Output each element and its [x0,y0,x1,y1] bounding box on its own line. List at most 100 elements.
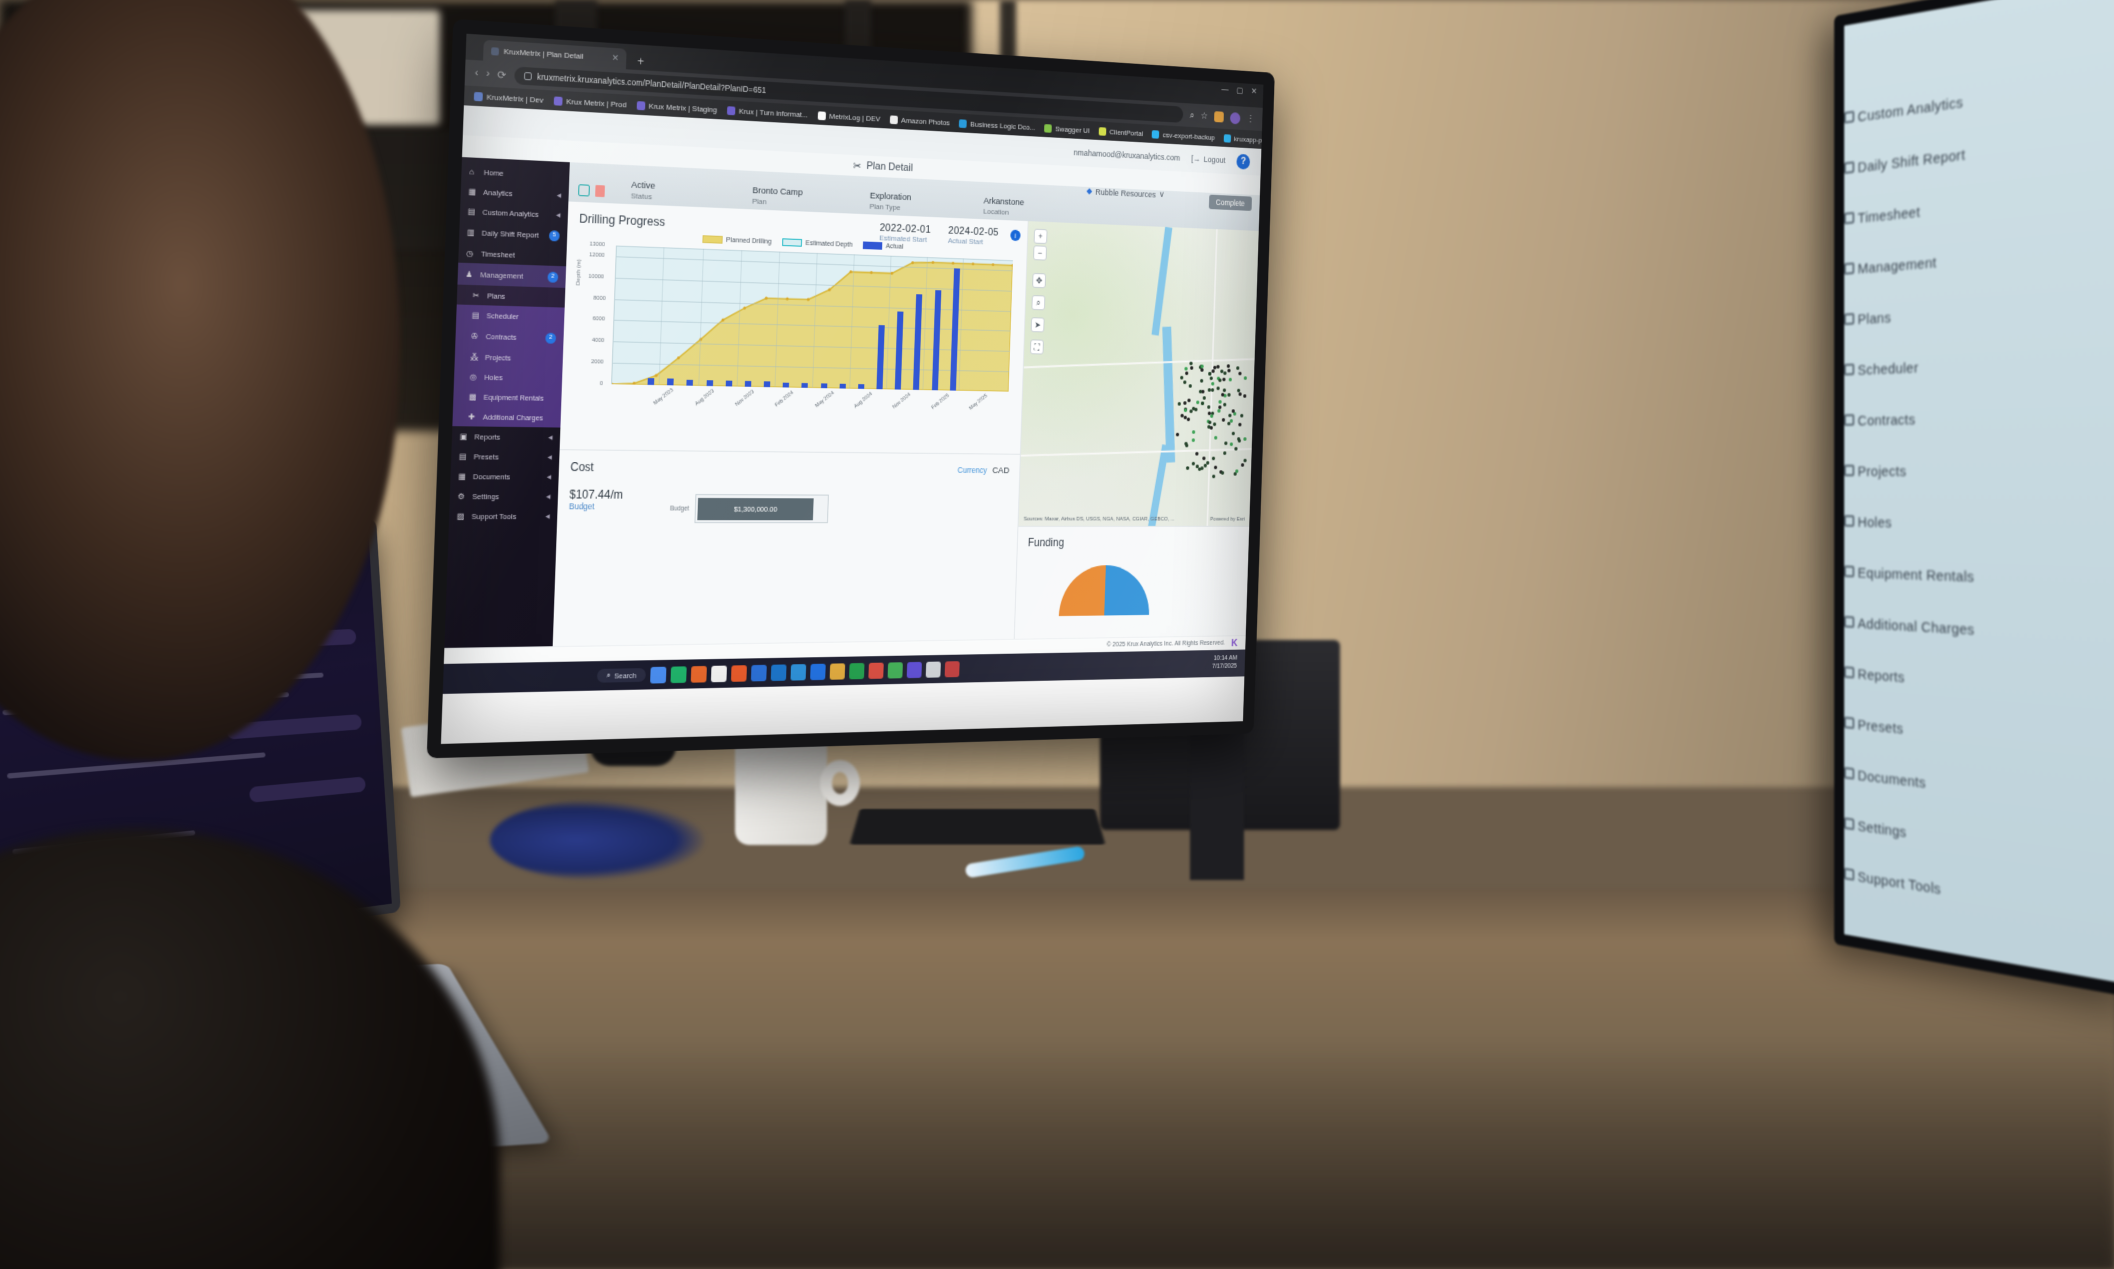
taskbar-app-icon[interactable] [790,663,807,681]
taskbar-app-icon[interactable] [710,665,727,682]
legend-item[interactable]: Estimated Depth [782,237,853,249]
map-hole-marker[interactable] [1222,402,1227,407]
bookmark-item[interactable]: ClientPortal [1098,126,1143,137]
window-maximize-icon[interactable]: ▢ [1236,85,1244,95]
map-hole-marker[interactable] [1208,371,1212,376]
map-hole-marker[interactable] [1207,420,1212,425]
bookmark-item[interactable]: KruxMetrix | Dev [473,91,544,104]
site-info-icon[interactable] [523,71,532,81]
map-hole-marker[interactable] [1211,456,1216,460]
map-hole-marker[interactable] [1221,417,1225,422]
map-hole-marker[interactable] [1183,408,1187,413]
map-hole-marker[interactable] [1241,462,1245,467]
map-zoom-out-icon[interactable]: − [1033,245,1047,261]
sidebar-item-holes[interactable]: ◎ Holes [454,366,563,388]
map-hole-marker[interactable] [1239,413,1244,418]
extension-icon[interactable] [1214,111,1224,123]
map-hole-marker[interactable] [1202,395,1206,400]
sidebar-item-additional-charges[interactable]: ✚ Additional Charges [452,406,561,427]
map-hole-marker[interactable] [1222,388,1226,393]
map-fullscreen-icon[interactable]: ⛶ [1029,339,1044,355]
map-hole-marker[interactable] [1209,414,1214,418]
taskbar-app-icon[interactable] [887,661,903,679]
map-hole-marker[interactable] [1193,407,1198,412]
sidebar-item-scheduler[interactable]: ▤ Scheduler [456,304,565,327]
sidebar-item-documents[interactable]: ▦ Documents ◀ [450,466,559,487]
map-hole-marker[interactable] [1206,404,1211,409]
tab-close-icon[interactable]: ✕ [611,52,620,63]
map-hole-marker[interactable] [1238,422,1242,427]
profile-avatar[interactable] [1229,111,1241,124]
reload-icon[interactable]: ⟳ [497,68,507,82]
map-hole-marker[interactable] [1175,432,1180,437]
sidebar-item-presets[interactable]: ▤ Presets ◀ [451,446,560,467]
map-hole-marker[interactable] [1220,369,1224,374]
taskbar-app-icon[interactable] [906,661,922,678]
map-hole-marker[interactable] [1202,456,1206,460]
taskbar-search[interactable]: ⌕ Search [596,668,646,683]
bookmark-item[interactable]: Swagger UI [1044,123,1090,134]
legend-item[interactable]: Planned Drilling [702,234,772,246]
taskbar-app-icon[interactable] [810,663,826,680]
map-hole-marker[interactable] [1227,368,1231,373]
map-search-icon[interactable]: ⌕ [1031,295,1046,311]
map-pan-icon[interactable]: ✥ [1032,272,1047,289]
bookmark-item[interactable]: kruxapp-prd-usw2-... [1223,133,1262,146]
window-minimize-icon[interactable]: — [1221,84,1229,95]
new-tab-button[interactable]: + [637,54,645,69]
map-hole-marker[interactable] [1224,441,1228,446]
map-hole-marker[interactable] [1203,463,1207,468]
back-icon[interactable]: ‹ [474,67,479,80]
bookmark-item[interactable]: Krux | Turn informat... [726,105,808,119]
sidebar-item-contracts[interactable]: ✇ Contracts 2 [455,324,564,348]
map-hole-marker[interactable] [1220,471,1224,475]
map-hole-marker[interactable] [1184,371,1188,376]
bookmark-star-icon[interactable]: ☆ [1200,110,1209,122]
taskbar-app-icon[interactable] [925,661,941,678]
map-hole-marker[interactable] [1236,365,1240,370]
bookmark-item[interactable]: Krux Metrix | Prod [553,95,627,109]
map-hole-marker[interactable] [1231,409,1235,413]
map-hole-marker[interactable] [1236,388,1241,393]
map-zoom-in-icon[interactable]: + [1033,228,1048,245]
bookmark-item[interactable]: csv-export-backup [1152,129,1215,141]
taskbar-app-icon[interactable] [829,662,846,680]
edit-icon[interactable] [578,184,590,197]
map-hole-marker[interactable] [1228,413,1232,418]
logout-button[interactable]: [→ Logout [1191,154,1226,165]
taskbar-app-icon[interactable] [944,660,960,677]
taskbar-app-icon[interactable] [849,662,865,679]
sidebar-item-equipment-rentals[interactable]: ▩ Equipment Rentals [453,386,562,408]
browser-menu-icon[interactable]: ⋮ [1246,113,1255,124]
map-hole-marker[interactable] [1217,408,1221,413]
map-hole-marker[interactable] [1185,466,1190,470]
taskbar-app-icon[interactable] [650,666,667,684]
map-hole-marker[interactable] [1191,438,1196,442]
location-map[interactable]: + − ✥ ⌕ ➤ ⛶ Sources: Maxar, Airbus DS, U… [1018,221,1259,526]
map-hole-marker[interactable] [1179,375,1184,380]
map-hole-marker[interactable] [1184,366,1188,371]
taskbar-app-icon[interactable] [770,663,787,681]
sidebar-item-reports[interactable]: ▣ Reports ◀ [452,426,561,447]
bookmark-item[interactable]: Amazon Photos [889,114,950,127]
taskbar-app-icon[interactable] [670,665,687,683]
zoom-icon[interactable]: ⌕ [1189,110,1195,121]
help-icon[interactable]: ? [1236,153,1251,170]
taskbar-app-icon[interactable] [690,665,707,683]
map-hole-marker[interactable] [1213,436,1218,440]
map-hole-marker[interactable] [1186,417,1190,422]
sidebar-item-settings[interactable]: ⚙ Settings ◀ [449,486,558,506]
bookmark-item[interactable]: MetrixLog | DEV [817,110,880,123]
chart-info-icon[interactable]: i [1010,229,1021,242]
taskbar-app-icon[interactable] [750,664,767,681]
map-hole-marker[interactable] [1228,377,1232,382]
complete-button[interactable]: Complete [1208,194,1252,211]
map-hole-marker[interactable] [1211,474,1216,478]
bookmark-item[interactable]: Krux Metrix | Staging [636,100,717,114]
map-locate-icon[interactable]: ➤ [1030,317,1045,333]
map-hole-marker[interactable] [1243,458,1247,463]
sidebar-item-projects[interactable]: ⁂ Projects [455,346,564,368]
map-hole-marker[interactable] [1189,365,1193,370]
map-hole-marker[interactable] [1222,371,1227,375]
map-hole-marker[interactable] [1212,422,1217,426]
